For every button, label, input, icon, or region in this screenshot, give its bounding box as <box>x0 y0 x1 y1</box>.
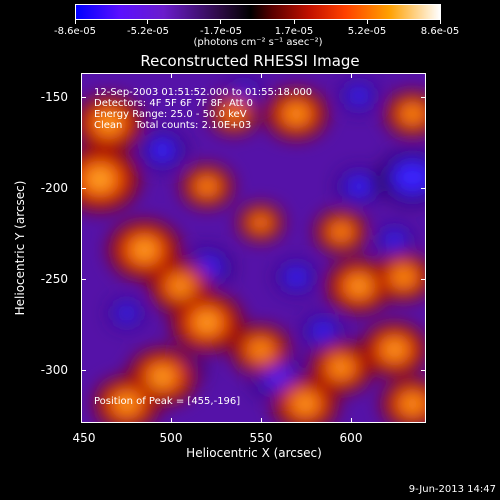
peak-position-label: Position of Peak = [455,-196] <box>94 396 241 407</box>
hot-region <box>230 110 238 117</box>
y-tick-label: -200 <box>40 181 68 195</box>
x-tick-label: 450 <box>72 431 96 445</box>
colorbar-tick-label: -1.7e-05 <box>200 26 242 37</box>
hot-region <box>299 399 312 409</box>
x-tick-label: 500 <box>159 431 183 445</box>
cold-region <box>344 174 374 198</box>
y-tick-label: -150 <box>40 90 68 104</box>
heatmap-svg <box>82 74 425 422</box>
colorbar-tick-label: -8.6e-05 <box>54 26 96 37</box>
hot-region <box>156 371 169 382</box>
colorbar-units: (photons cm⁻² s⁻¹ asec⁻²) <box>193 37 323 48</box>
colorbar-tick-label: 8.6e-05 <box>420 26 460 37</box>
cold-region <box>382 230 407 251</box>
info-detectors: Detectors: 4F 5F 6F 7F 8F, Att 0 <box>94 98 254 109</box>
x-tick-label: 550 <box>249 431 273 445</box>
hot-region <box>203 183 212 190</box>
y-axis-label: Heliocentric Y (arcsec) <box>13 180 27 316</box>
hot-region <box>388 344 401 355</box>
hot-region <box>407 399 418 409</box>
hot-region <box>120 399 133 409</box>
y-tick-label: -300 <box>40 363 68 377</box>
plot-title: Reconstructed RHESSI Image <box>140 52 360 70</box>
x-axis-label: Heliocentric X (arcsec) <box>186 446 322 460</box>
cold-region <box>283 266 310 288</box>
footer-date: 9-Jun-2013 14:47 <box>408 484 496 495</box>
hot-region <box>92 172 108 186</box>
hot-region <box>408 110 417 118</box>
hot-region <box>291 109 302 119</box>
hot-region <box>137 244 152 256</box>
colorbar <box>75 4 441 20</box>
colorbar-tick-label: -5.2e-05 <box>127 26 169 37</box>
heatmap-image <box>81 73 426 423</box>
info-total-counts: Clean Total counts: 2.10E+03 <box>94 120 252 131</box>
info-time-range: 12-Sep-2003 01:51:52.000 to 01:55:18.000 <box>94 87 313 98</box>
colorbar-tick-label: 1.7e-05 <box>274 26 314 37</box>
y-tick-label: -250 <box>40 272 68 286</box>
hot-region <box>174 281 186 291</box>
hot-region <box>257 220 264 226</box>
cold-region <box>115 304 138 323</box>
info-energy-range: Energy Range: 25.0 - 50.0 keV <box>94 109 247 120</box>
cold-region <box>390 159 425 196</box>
hot-region <box>353 281 365 291</box>
hot-region <box>398 272 409 282</box>
cold-region <box>346 85 372 106</box>
cold-region <box>147 137 178 163</box>
hot-region <box>255 345 266 354</box>
hot-region <box>200 316 214 328</box>
cold-region <box>309 320 337 343</box>
x-tick-label: 600 <box>339 431 363 445</box>
colorbar-tick-label: 5.2e-05 <box>347 26 387 37</box>
hot-region <box>102 117 116 129</box>
hot-region <box>337 228 346 235</box>
hot-region <box>335 363 347 373</box>
